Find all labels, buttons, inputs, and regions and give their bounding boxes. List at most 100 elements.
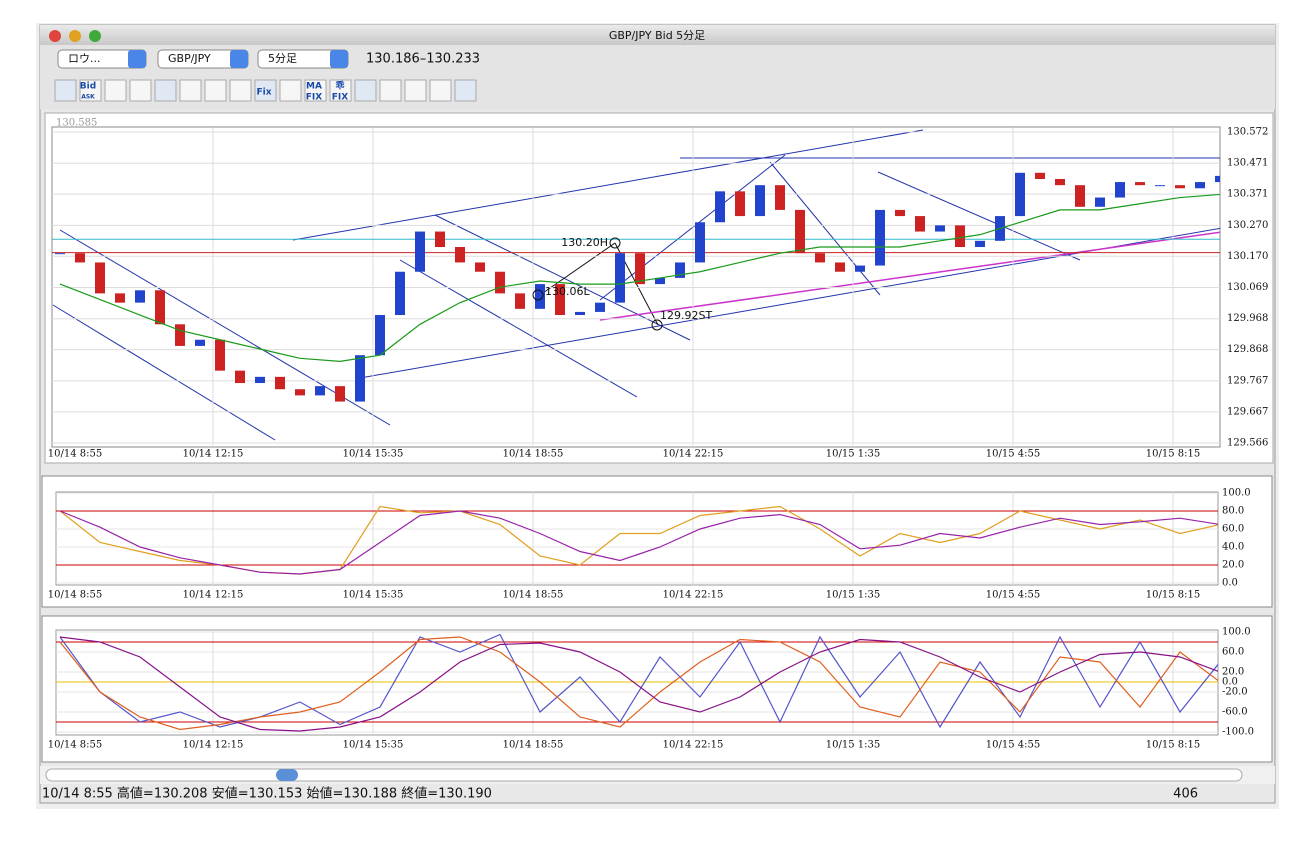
candle-body <box>95 262 105 294</box>
x-tick-label: 10/14 15:35 <box>343 590 404 601</box>
y-tick-label: -20.0 <box>1222 687 1248 698</box>
candle-body <box>915 216 925 232</box>
candle-body <box>1035 172 1045 179</box>
icon-label: 乖 <box>335 80 344 92</box>
x-tick-label: 10/14 8:55 <box>48 740 102 751</box>
select-text: GBP/JPY <box>168 52 211 65</box>
candle-body <box>1015 172 1025 217</box>
candle-body <box>815 253 825 263</box>
icon-label: MA <box>306 82 322 92</box>
oscillator-chart <box>56 630 1218 734</box>
toolbar-icon[interactable] <box>329 79 352 102</box>
x-tick-label: 10/14 18:55 <box>503 449 564 460</box>
candle-body <box>1135 182 1145 186</box>
candle-body <box>615 253 625 303</box>
scroll-track[interactable] <box>45 768 1243 782</box>
toolbar-icon[interactable] <box>104 79 127 102</box>
y-tick-label: 130.069 <box>1227 282 1268 293</box>
candle-body <box>315 386 325 396</box>
x-tick-label: 10/15 8:15 <box>1146 740 1200 751</box>
oscillator-panel <box>41 475 1273 608</box>
y-tick-label: 129.868 <box>1227 344 1268 355</box>
toolbar-icon[interactable] <box>129 79 152 102</box>
toolbar-icon[interactable] <box>54 79 77 102</box>
annotation-marker <box>651 319 663 331</box>
indicator-line <box>59 636 1218 732</box>
select[interactable]: 5分足 <box>257 49 349 69</box>
candle-body <box>355 355 365 402</box>
candle-body <box>875 209 885 266</box>
y-tick-label: 80.0 <box>1222 506 1244 517</box>
select-arrow[interactable] <box>330 50 348 68</box>
candle-body <box>775 185 785 210</box>
toolbar-icon[interactable] <box>354 79 377 102</box>
candle-body <box>555 284 565 316</box>
zoom-button[interactable] <box>89 30 101 42</box>
candle-body <box>75 253 85 263</box>
x-tick-label: 10/14 15:35 <box>343 449 404 460</box>
y-tick-label: 60.0 <box>1222 524 1244 535</box>
toolbar-icon[interactable] <box>254 79 277 102</box>
toolbar-icon[interactable] <box>404 79 427 102</box>
status-text: 10/14 8:55 高値=130.208 安値=130.153 始値=130.… <box>42 786 492 802</box>
candle-body <box>175 324 185 346</box>
toolbar-icon[interactable] <box>204 79 227 102</box>
icon-label: Bid <box>80 82 96 92</box>
candle-body <box>375 315 385 356</box>
x-tick-label: 10/14 12:15 <box>183 590 244 601</box>
y-tick-label: 130.572 <box>1227 127 1268 138</box>
y-tick-label: 130.371 <box>1227 189 1268 200</box>
select-arrow[interactable] <box>128 50 146 68</box>
y-tick-label: 40.0 <box>1222 542 1244 553</box>
toolbar-icon[interactable] <box>379 79 402 102</box>
x-tick-label: 10/14 18:55 <box>503 590 564 601</box>
candle-body <box>575 311 585 316</box>
minimize-button[interactable] <box>69 30 81 42</box>
close-button[interactable] <box>49 30 61 42</box>
x-tick-label: 10/15 8:15 <box>1146 449 1200 460</box>
select-text: ロウ... <box>68 52 101 65</box>
candle-body <box>235 370 245 384</box>
candle-body <box>1055 178 1065 186</box>
corner-label: 130.585 <box>56 118 97 129</box>
candle-body <box>835 262 845 272</box>
toolbar-icon[interactable] <box>454 79 477 102</box>
candle-body <box>335 386 345 402</box>
y-tick-label: 20.0 <box>1222 560 1244 571</box>
x-tick-label: 10/14 12:15 <box>183 449 244 460</box>
toolbar-icon[interactable] <box>79 79 102 102</box>
x-tick-label: 10/15 1:35 <box>826 740 880 751</box>
candle-body <box>675 262 685 278</box>
toolbar-icon[interactable] <box>154 79 177 102</box>
scroll-thumb[interactable] <box>276 769 298 781</box>
toolbar-icon[interactable] <box>429 79 452 102</box>
toolbar-icon[interactable] <box>229 79 252 102</box>
trend-line <box>877 171 1081 261</box>
candle-body <box>1075 185 1085 207</box>
icon-label: FIX <box>306 93 322 103</box>
select-arrow[interactable] <box>230 50 248 68</box>
candle-body <box>475 262 485 272</box>
y-tick-label: 129.968 <box>1227 313 1268 324</box>
select[interactable]: GBP/JPY <box>157 49 249 69</box>
oscillator-plot <box>55 491 1219 586</box>
y-tick-label: 130.170 <box>1227 251 1268 262</box>
candle-body <box>795 209 805 254</box>
select[interactable]: ロウ... <box>57 49 147 69</box>
candle-body <box>655 277 665 285</box>
toolbar-icon[interactable] <box>179 79 202 102</box>
candle-body <box>415 231 425 272</box>
candle-body <box>215 339 225 371</box>
candle-body <box>935 225 945 232</box>
toolbar-icon[interactable] <box>279 79 302 102</box>
select-text: 5分足 <box>268 52 297 65</box>
x-tick-label: 10/15 4:55 <box>986 740 1040 751</box>
candle-body <box>275 376 285 390</box>
toolbar-icon[interactable] <box>304 79 327 102</box>
y-tick-label: 20.0 <box>1222 667 1244 678</box>
annotation: 130.06L <box>545 285 590 298</box>
y-tick-label: -60.0 <box>1222 707 1248 718</box>
y-tick-label: 130.471 <box>1227 158 1268 169</box>
